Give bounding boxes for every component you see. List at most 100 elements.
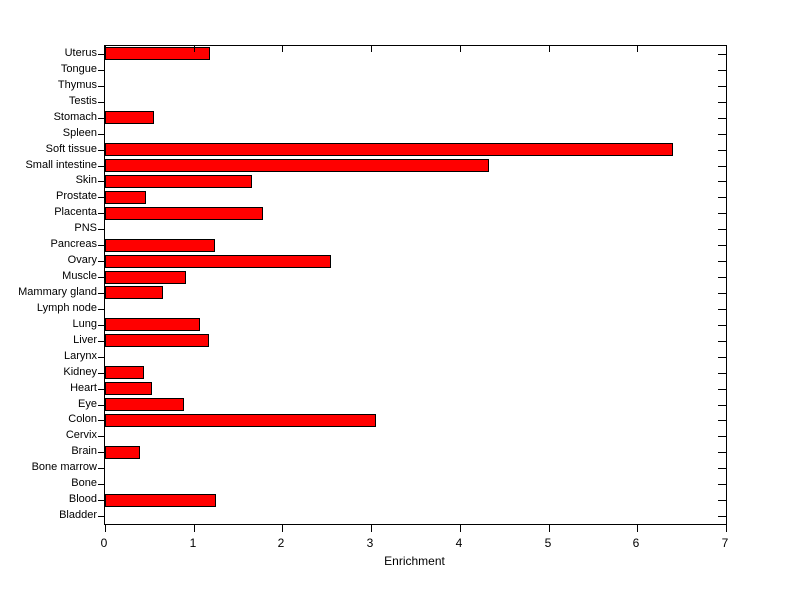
y-tick-right-spleen bbox=[718, 134, 726, 135]
y-tick-right-soft-tissue bbox=[718, 150, 726, 151]
y-tick-right-lung bbox=[718, 325, 726, 326]
x-tick-top-7 bbox=[726, 46, 727, 52]
x-tick-bottom-5 bbox=[549, 525, 550, 532]
y-tick-right-skin bbox=[718, 181, 726, 182]
y-tick-right-colon bbox=[718, 420, 726, 421]
x-tick-label-2: 2 bbox=[277, 536, 285, 550]
y-tick-left-skin bbox=[98, 181, 104, 182]
y-tick-right-stomach bbox=[718, 118, 726, 119]
y-tick-right-kidney bbox=[718, 373, 726, 374]
x-tick-bottom-4 bbox=[460, 525, 461, 532]
y-tick-label-pancreas: Pancreas bbox=[50, 238, 97, 250]
y-tick-label-testis: Testis bbox=[68, 95, 97, 107]
y-tick-label-uterus: Uterus bbox=[64, 47, 97, 59]
x-tick-top-0 bbox=[105, 46, 106, 52]
bar-mammary-gland bbox=[105, 286, 163, 299]
y-tick-label-muscle: Muscle bbox=[62, 270, 97, 282]
y-tick-left-placenta bbox=[98, 213, 104, 214]
y-tick-right-bone-marrow bbox=[718, 468, 726, 469]
x-tick-bottom-2 bbox=[282, 525, 283, 532]
y-tick-left-kidney bbox=[98, 373, 104, 374]
y-tick-left-uterus bbox=[98, 54, 104, 55]
bar-kidney bbox=[105, 366, 144, 379]
y-tick-label-eye: Eye bbox=[78, 398, 97, 410]
x-tick-label-6: 6 bbox=[632, 536, 640, 550]
y-tick-right-bladder bbox=[718, 516, 726, 517]
y-tick-label-lymph-node: Lymph node bbox=[36, 302, 97, 314]
x-tick-label-0: 0 bbox=[100, 536, 108, 550]
x-tick-label-5: 5 bbox=[544, 536, 552, 550]
y-tick-right-small-intestine bbox=[718, 166, 726, 167]
y-tick-right-bone bbox=[718, 484, 726, 485]
x-tick-label-4: 4 bbox=[455, 536, 463, 550]
y-tick-left-soft-tissue bbox=[98, 150, 104, 151]
x-tick-top-6 bbox=[637, 46, 638, 52]
x-tick-top-5 bbox=[549, 46, 550, 52]
y-tick-label-colon: Colon bbox=[68, 413, 97, 425]
x-tick-top-4 bbox=[460, 46, 461, 52]
y-tick-label-prostate: Prostate bbox=[56, 190, 97, 202]
y-tick-right-uterus bbox=[718, 54, 726, 55]
y-tick-left-testis bbox=[98, 102, 104, 103]
y-tick-right-mammary-gland bbox=[718, 293, 726, 294]
y-tick-right-prostate bbox=[718, 197, 726, 198]
x-tick-top-2 bbox=[282, 46, 283, 52]
y-tick-left-bladder bbox=[98, 516, 104, 517]
y-tick-right-brain bbox=[718, 452, 726, 453]
y-tick-left-colon bbox=[98, 420, 104, 421]
bar-placenta bbox=[105, 207, 263, 220]
y-tick-right-lymph-node bbox=[718, 309, 726, 310]
y-tick-left-stomach bbox=[98, 118, 104, 119]
y-tick-label-skin: Skin bbox=[75, 174, 97, 186]
y-tick-right-pancreas bbox=[718, 245, 726, 246]
y-tick-left-blood bbox=[98, 500, 104, 501]
bar-muscle bbox=[105, 271, 186, 284]
y-tick-right-blood bbox=[718, 500, 726, 501]
y-tick-left-tongue bbox=[98, 70, 104, 71]
y-tick-right-liver bbox=[718, 341, 726, 342]
plot-area bbox=[98, 45, 727, 532]
y-tick-right-ovary bbox=[718, 261, 726, 262]
y-tick-right-larynx bbox=[718, 357, 726, 358]
bar-liver bbox=[105, 334, 209, 347]
bar-soft-tissue bbox=[105, 143, 673, 156]
y-tick-left-lymph-node bbox=[98, 309, 104, 310]
y-tick-label-cervix: Cervix bbox=[65, 429, 97, 441]
y-tick-label-larynx: Larynx bbox=[63, 350, 97, 362]
bar-prostate bbox=[105, 191, 146, 204]
y-tick-label-tongue: Tongue bbox=[60, 63, 97, 75]
y-tick-left-bone-marrow bbox=[98, 468, 104, 469]
y-tick-label-mammary-gland: Mammary gland bbox=[18, 286, 97, 298]
y-tick-label-spleen: Spleen bbox=[62, 127, 97, 139]
x-tick-top-1 bbox=[194, 46, 195, 52]
y-tick-left-prostate bbox=[98, 197, 104, 198]
y-tick-right-eye bbox=[718, 405, 726, 406]
y-tick-right-thymus bbox=[718, 86, 726, 87]
y-tick-label-lung: Lung bbox=[72, 318, 97, 330]
y-tick-label-stomach: Stomach bbox=[53, 111, 97, 123]
y-tick-label-pns: PNS bbox=[74, 222, 97, 234]
y-tick-right-muscle bbox=[718, 277, 726, 278]
x-tick-bottom-0 bbox=[105, 525, 106, 532]
y-tick-label-bone-marrow: Bone marrow bbox=[31, 461, 97, 473]
x-tick-bottom-7 bbox=[726, 525, 727, 532]
bar-stomach bbox=[105, 111, 154, 124]
y-tick-label-small-intestine: Small intestine bbox=[25, 159, 97, 171]
y-tick-label-placenta: Placenta bbox=[54, 206, 97, 218]
bar-ovary bbox=[105, 255, 331, 268]
bar-colon bbox=[105, 414, 376, 427]
bar-uterus bbox=[105, 47, 210, 60]
y-tick-label-bladder: Bladder bbox=[59, 509, 97, 521]
y-tick-right-heart bbox=[718, 389, 726, 390]
bar-skin bbox=[105, 175, 252, 188]
bar-lung bbox=[105, 318, 200, 331]
x-tick-label-7: 7 bbox=[721, 536, 729, 550]
y-tick-left-small-intestine bbox=[98, 166, 104, 167]
bar-eye bbox=[105, 398, 184, 411]
bar-heart bbox=[105, 382, 152, 395]
x-tick-bottom-1 bbox=[194, 525, 195, 532]
y-tick-label-blood: Blood bbox=[68, 493, 97, 505]
y-tick-left-heart bbox=[98, 389, 104, 390]
y-tick-left-bone bbox=[98, 484, 104, 485]
y-tick-label-liver: Liver bbox=[73, 334, 97, 346]
